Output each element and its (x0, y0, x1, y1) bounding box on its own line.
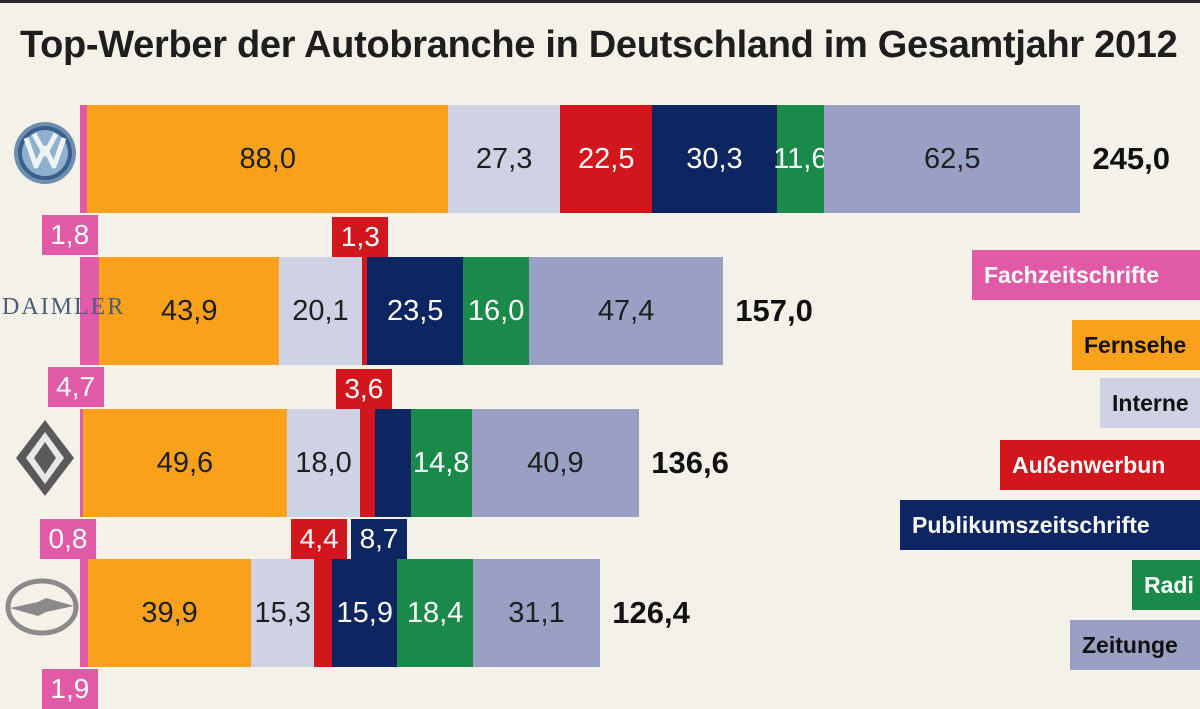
bar-segment (360, 409, 376, 517)
bar-segment: 49,6 (83, 409, 287, 517)
bar-segment: 30,3 (652, 105, 777, 213)
value-callout: 4,7 (47, 367, 104, 407)
bar-segment: 18,4 (397, 559, 473, 667)
daimler-logo: DAIMLER (2, 294, 126, 320)
legend-item: Außenwerbun (1000, 440, 1200, 490)
value-callout: 4,4 (291, 519, 348, 559)
bar-segment: 43,9 (99, 257, 280, 365)
row-total: 126,4 (612, 595, 690, 630)
value-callout: 8,7 (351, 519, 408, 559)
bar-segment: 27,3 (448, 105, 561, 213)
bar-segment: 18,0 (286, 409, 361, 517)
bar-segment: 11,6 (773, 105, 828, 213)
bar-segment: 88,0 (87, 105, 449, 213)
value-callout: 1,8 (41, 215, 98, 255)
bar-segment: 22,5 (560, 105, 653, 213)
bar-segment (80, 559, 88, 667)
legend-item: Fernsehe (1072, 320, 1200, 370)
value-callout: 0,8 (40, 519, 96, 559)
bar-segment (361, 257, 367, 365)
legend-item: Publikumszeitschrifte (900, 500, 1200, 550)
renault-logo-icon (16, 420, 74, 496)
bar-segment (80, 409, 84, 517)
bar-segment: 14,8 (410, 409, 472, 517)
bar-segment: 39,9 (87, 559, 252, 667)
vw-logo-icon (14, 122, 76, 184)
opel-logo-icon (5, 578, 79, 636)
legend-item: Radi (1132, 560, 1200, 610)
top-rule (0, 0, 1200, 3)
bar-segment: 20,1 (279, 257, 362, 365)
bar-segment: 62,5 (824, 105, 1081, 213)
bar-segment: 15,3 (251, 559, 315, 667)
bar-segment: 31,1 (472, 559, 601, 667)
bar-segment: 16,0 (463, 257, 529, 365)
value-callout: 3,6 (335, 369, 392, 409)
row-total: 157,0 (735, 293, 813, 328)
value-callout: 1,9 (41, 669, 98, 709)
value-callout: 1,3 (332, 217, 389, 257)
bar-segment: 15,9 (332, 559, 398, 667)
bar-segment: 47,4 (528, 257, 724, 365)
row-total: 136,6 (651, 445, 729, 480)
legend-item: Zeitunge (1070, 620, 1200, 670)
chart-title: Top-Werber der Autobranche in Deutschlan… (20, 24, 1178, 66)
bar-segment (375, 409, 411, 517)
bar-segment: 23,5 (367, 257, 464, 365)
bar-segment (80, 257, 100, 365)
row-total: 245,0 (1092, 141, 1170, 176)
legend-item: Fachzeitschrifte (972, 250, 1200, 300)
bar-segment (314, 559, 333, 667)
bar-segment (80, 105, 88, 213)
bar-segment: 40,9 (471, 409, 640, 517)
legend-item: Interne (1100, 378, 1200, 428)
